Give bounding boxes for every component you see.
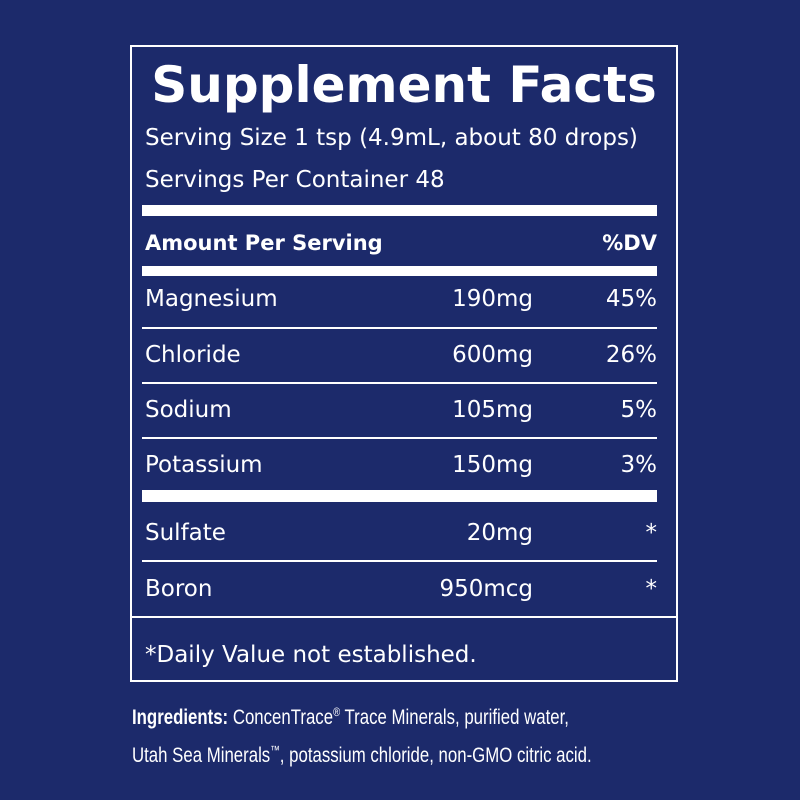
ingredients: Ingredients: ConcenTrace® Trace Minerals… <box>132 696 676 772</box>
row-divider <box>142 560 657 562</box>
nutrient-row: Magnesium 190mg 45% <box>145 284 657 314</box>
nutrient-amount: 600mg <box>452 342 533 368</box>
ingredient-text: Trace Minerals, purified water, <box>344 706 569 729</box>
ingredient-text: , potassium chloride, non-GMO citric aci… <box>279 744 592 767</box>
nutrient-dv: 3% <box>620 452 658 478</box>
nutrient-row: Sulfate 20mg * <box>145 518 657 548</box>
registered-mark: ® <box>333 705 341 719</box>
nutrient-name: Sodium <box>145 397 232 423</box>
nutrient-dv: * <box>645 520 658 546</box>
nutrient-amount: 150mg <box>452 452 533 478</box>
nutrient-amount: 20mg <box>466 520 533 546</box>
servings-per-container: Servings Per Container 48 <box>145 167 445 193</box>
nutrient-name: Sulfate <box>145 520 226 546</box>
nutrient-row: Sodium 105mg 5% <box>145 395 657 425</box>
nutrient-row: Boron 950mcg * <box>145 574 657 604</box>
nutrient-dv: 5% <box>620 397 658 423</box>
amount-header: Amount Per Serving <box>145 231 383 255</box>
nutrient-row: Chloride 600mg 26% <box>145 340 657 370</box>
title: Supplement Facts <box>151 56 657 114</box>
row-divider <box>142 327 657 329</box>
nutrient-amount: 950mcg <box>439 576 533 602</box>
ingredient-text: Utah Sea Minerals <box>132 744 271 767</box>
footnote-rule <box>130 616 676 618</box>
footnote: *Daily Value not established. <box>145 642 477 668</box>
ingredient-text: ConcenTrace <box>232 706 334 729</box>
nutrient-amount: 105mg <box>452 397 533 423</box>
header-rule <box>142 266 657 276</box>
nutrient-dv: 45% <box>605 286 657 312</box>
thick-rule <box>142 490 657 502</box>
ingredients-label: Ingredients: <box>132 706 229 729</box>
row-divider <box>142 382 657 384</box>
nutrient-name: Boron <box>145 576 213 602</box>
nutrient-dv: * <box>645 576 658 602</box>
nutrient-row: Potassium 150mg 3% <box>145 450 657 480</box>
thick-rule <box>142 205 657 216</box>
nutrient-name: Magnesium <box>145 286 278 312</box>
row-divider <box>142 437 657 439</box>
nutrient-dv: 26% <box>605 342 657 368</box>
dv-header: %DV <box>602 231 657 255</box>
nutrient-name: Chloride <box>145 342 241 368</box>
nutrient-amount: 190mg <box>452 286 533 312</box>
trademark: ™ <box>270 743 280 757</box>
facts-box <box>130 45 678 682</box>
nutrient-name: Potassium <box>145 452 263 478</box>
serving-size: Serving Size 1 tsp (4.9mL, about 80 drop… <box>145 125 638 151</box>
